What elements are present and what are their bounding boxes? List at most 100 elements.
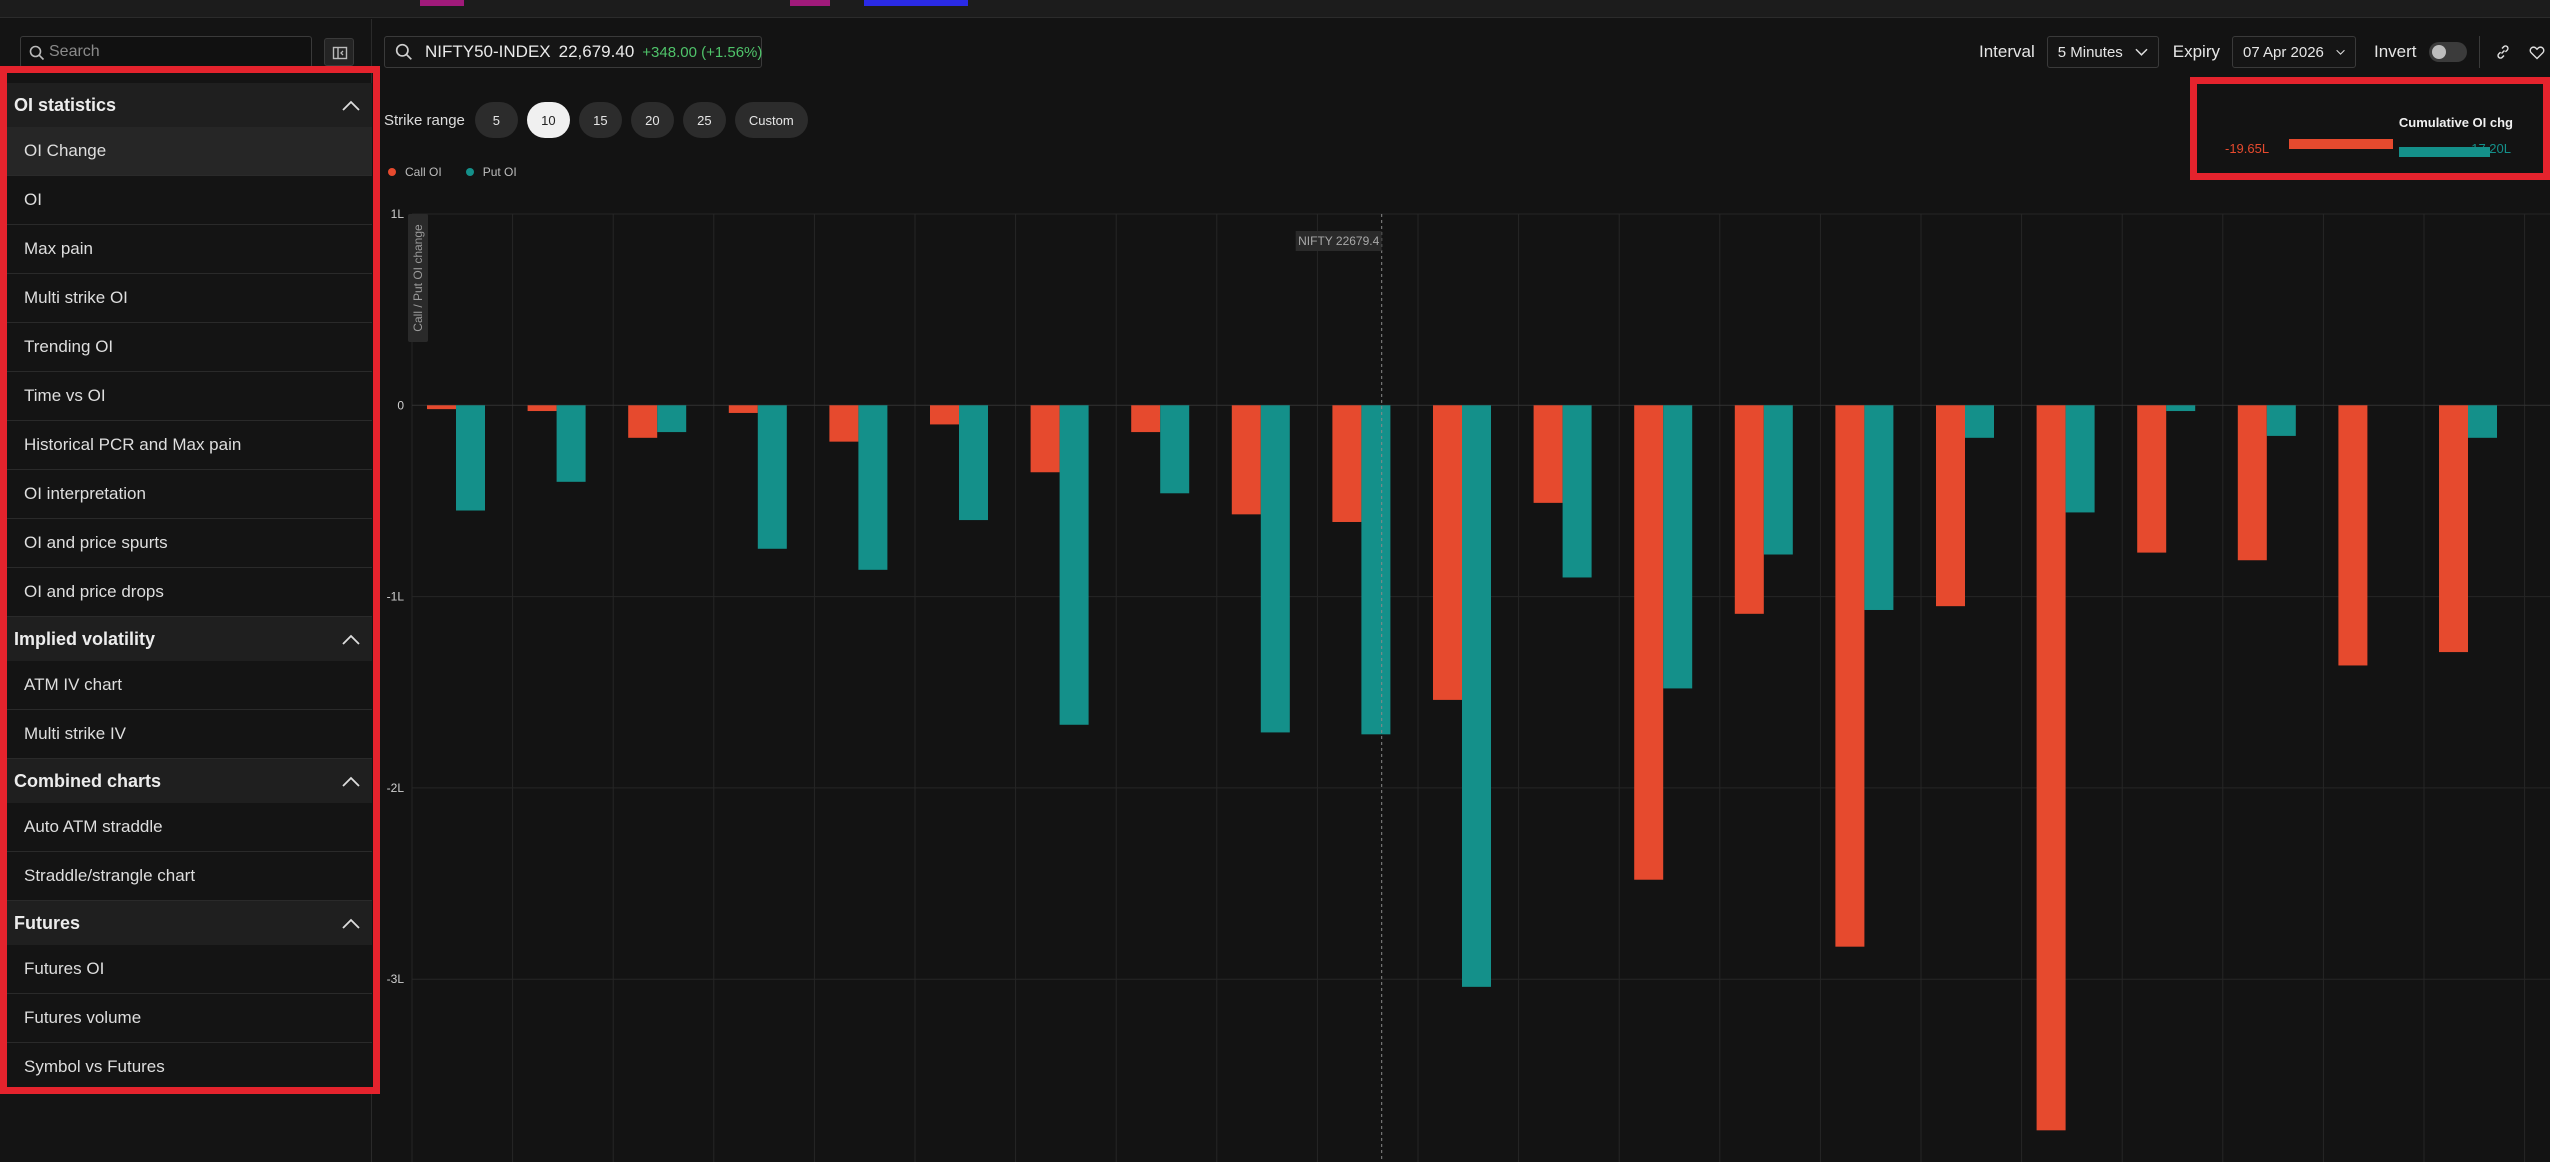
call-oi-bar bbox=[527, 405, 557, 412]
call-oi-bar bbox=[2137, 405, 2167, 553]
section-header[interactable]: Combined charts bbox=[6, 759, 372, 803]
sidebar-menu-item[interactable]: OI interpretation bbox=[6, 470, 372, 519]
share-link-button[interactable] bbox=[2490, 39, 2516, 65]
put-oi-bar bbox=[1361, 405, 1391, 735]
search-box[interactable] bbox=[20, 36, 312, 68]
symbol-price: 22,679.40 bbox=[558, 42, 635, 61]
put-oi-bar bbox=[1663, 405, 1693, 689]
strike-range-option[interactable]: 5 bbox=[474, 102, 518, 138]
symbol-search[interactable]: NIFTY50-INDEX 22,679.40 +348.00 (+1.56%) bbox=[384, 36, 762, 68]
sidebar-panel-icon bbox=[332, 46, 348, 60]
expiry-value: 07 Apr 2026 bbox=[2242, 43, 2324, 61]
call-oi-bar bbox=[1533, 405, 1563, 503]
strike-range-option[interactable]: 15 bbox=[578, 102, 622, 138]
put-oi-bar bbox=[1864, 405, 1894, 610]
y-tick-label: 1L bbox=[391, 207, 405, 221]
sidebar-menu-item[interactable]: Multi strike OI bbox=[6, 274, 372, 323]
call-oi-bar bbox=[1131, 405, 1161, 433]
sidebar-menu-item[interactable]: ATM IV chart bbox=[6, 661, 372, 710]
put-oi-bar bbox=[456, 405, 485, 511]
call-oi-bar bbox=[1734, 405, 1764, 614]
y-tick-label: 0 bbox=[397, 398, 404, 412]
sidebar-menu-item[interactable]: Auto ATM straddle bbox=[6, 803, 372, 852]
sidebar-menu-item[interactable]: Straddle/strangle chart bbox=[6, 852, 372, 901]
header-controls: Interval 5 Minutes Expiry 07 Apr 2026 In… bbox=[1979, 36, 2550, 68]
active-tab-indicator[interactable] bbox=[864, 0, 968, 6]
y-tick-label: -2L bbox=[387, 781, 405, 795]
tab-indicator[interactable] bbox=[420, 0, 464, 6]
sidebar-menu-item[interactable]: OI and price spurts bbox=[6, 519, 372, 568]
chevron-up-icon bbox=[342, 918, 360, 929]
cumulative-put-bar bbox=[2399, 147, 2490, 157]
put-oi-bar bbox=[1562, 405, 1592, 578]
collapse-sidebar-button[interactable] bbox=[324, 38, 354, 66]
spot-price-label: NIFTY 22679.4 bbox=[1298, 234, 1379, 248]
chevron-down-icon bbox=[2135, 48, 2148, 56]
put-oi-bar bbox=[1059, 405, 1089, 725]
favorite-button[interactable] bbox=[2524, 39, 2550, 65]
sidebar-menu-item[interactable]: Historical PCR and Max pain bbox=[6, 421, 372, 470]
section-header[interactable]: OI statistics bbox=[6, 83, 372, 127]
search-icon bbox=[29, 45, 45, 61]
legend-put-label: Put OI bbox=[482, 165, 517, 179]
put-oi-bar bbox=[959, 405, 988, 521]
expiry-dropdown[interactable]: 07 Apr 2026 bbox=[2231, 36, 2356, 68]
strike-range-options: 5 10 15 20 25 Custom bbox=[474, 102, 817, 138]
put-oi-bar bbox=[2166, 405, 2196, 412]
call-oi-bar bbox=[2439, 405, 2468, 653]
expiry-label: Expiry bbox=[2172, 42, 2220, 61]
put-oi-bar bbox=[657, 405, 687, 433]
strike-range-row: Strike range 5 10 15 20 25 Custom bbox=[384, 102, 817, 138]
put-oi-bar bbox=[1260, 405, 1290, 733]
sidebar-menu: OI statistics OI Change OI Max pain Multi st… bbox=[6, 83, 372, 1092]
sidebar-menu-item[interactable]: Futures volume bbox=[6, 994, 372, 1043]
strike-range-option[interactable]: 10 bbox=[526, 102, 570, 138]
put-oi-bar bbox=[2065, 405, 2095, 513]
sidebar-menu-item[interactable]: Time vs OI bbox=[6, 372, 372, 421]
spot-label-bg bbox=[1295, 231, 1382, 251]
call-oi-bar bbox=[2237, 405, 2267, 561]
sidebar-menu-item[interactable]: Trending OI bbox=[6, 323, 372, 372]
put-oi-bar bbox=[2468, 405, 2497, 438]
legend-call[interactable]: Call OI bbox=[388, 165, 442, 179]
call-oi-bar bbox=[2338, 405, 2368, 666]
tab-indicator[interactable] bbox=[790, 0, 830, 6]
call-oi-bar bbox=[930, 405, 959, 425]
chevron-down-icon bbox=[2336, 49, 2345, 55]
section-header[interactable]: Futures bbox=[6, 901, 372, 945]
search-row bbox=[20, 36, 360, 68]
chevron-up-icon bbox=[342, 100, 360, 111]
section-title: Combined charts bbox=[14, 770, 162, 791]
sidebar-menu-item[interactable]: Multi strike IV bbox=[6, 710, 372, 759]
sidebar-menu-item[interactable]: Max pain bbox=[6, 225, 372, 274]
section-header[interactable]: Implied volatility bbox=[6, 617, 372, 661]
strike-range-option[interactable]: Custom bbox=[734, 102, 808, 138]
sidebar-menu-item[interactable]: OI Change bbox=[6, 127, 372, 176]
call-oi-bar bbox=[1231, 405, 1261, 515]
sidebar-menu-item[interactable]: OI and price drops bbox=[6, 568, 372, 617]
call-dot bbox=[388, 168, 396, 176]
search-input[interactable] bbox=[49, 37, 307, 67]
y-tick-label: -1L bbox=[387, 590, 405, 604]
sidebar-menu-item[interactable]: OI bbox=[6, 176, 372, 225]
invert-toggle[interactable] bbox=[2428, 42, 2467, 62]
chevron-up-icon bbox=[342, 634, 360, 645]
strike-range-option[interactable]: 20 bbox=[630, 102, 674, 138]
legend-put[interactable]: Put OI bbox=[465, 165, 517, 179]
section-title: OI statistics bbox=[14, 94, 117, 115]
interval-dropdown[interactable]: 5 Minutes bbox=[2046, 36, 2159, 68]
put-oi-bar bbox=[757, 405, 787, 549]
top-tab-strip bbox=[0, 0, 2550, 18]
oi-change-chart: 1L0-1L-2L-3L-4LCall / Put OI changeNIFTY… bbox=[387, 207, 2550, 1162]
call-oi-bar bbox=[1634, 405, 1664, 880]
sidebar-menu-item[interactable]: Symbol vs Futures bbox=[6, 1043, 372, 1092]
call-oi-bar bbox=[2036, 405, 2066, 1131]
cumulative-call-value: -19.65L bbox=[2225, 141, 2270, 156]
strike-range-option[interactable]: 25 bbox=[682, 102, 726, 138]
sidebar-menu-item[interactable]: Futures OI bbox=[6, 945, 372, 994]
cumulative-call-bar bbox=[2289, 139, 2393, 149]
link-icon bbox=[2496, 45, 2509, 59]
interval-value: 5 Minutes bbox=[2057, 43, 2123, 61]
put-dot bbox=[465, 168, 474, 176]
cumulative-oi-summary: Cumulative OI chg -19.65L -17.20L bbox=[2189, 89, 2531, 189]
